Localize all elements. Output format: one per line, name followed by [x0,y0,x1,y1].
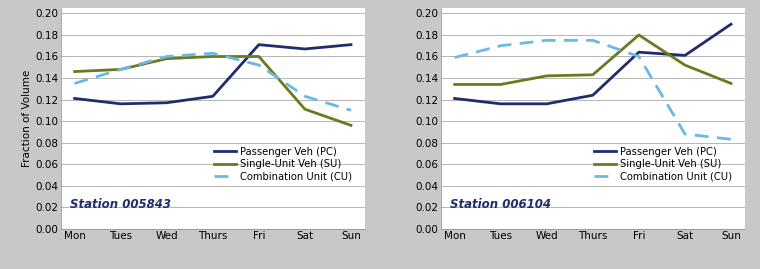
Passenger Veh (PC) [635,51,644,54]
Passenger Veh (PC) [208,95,217,98]
Combination Unit (CU) [255,63,264,67]
Line: Combination Unit (CU): Combination Unit (CU) [454,40,731,139]
Combination Unit (CU) [162,55,171,58]
Passenger Veh (PC) [70,97,79,100]
Single-Unit Veh (SU) [70,70,79,73]
Line: Single-Unit Veh (SU): Single-Unit Veh (SU) [74,56,351,125]
Passenger Veh (PC) [255,43,264,46]
Legend: Passenger Veh (PC), Single-Unit Veh (SU), Combination Unit (CU): Passenger Veh (PC), Single-Unit Veh (SU)… [212,145,353,184]
Combination Unit (CU) [300,95,309,98]
Single-Unit Veh (SU) [208,55,217,58]
Passenger Veh (PC) [347,43,356,46]
Combination Unit (CU) [588,39,597,42]
Passenger Veh (PC) [588,94,597,97]
Passenger Veh (PC) [162,101,171,104]
Passenger Veh (PC) [496,102,505,105]
Passenger Veh (PC) [116,102,125,105]
Line: Passenger Veh (PC): Passenger Veh (PC) [454,24,731,104]
Single-Unit Veh (SU) [727,82,736,85]
Single-Unit Veh (SU) [347,124,356,127]
Line: Passenger Veh (PC): Passenger Veh (PC) [74,45,351,104]
Passenger Veh (PC) [300,47,309,51]
Single-Unit Veh (SU) [680,63,689,67]
Single-Unit Veh (SU) [635,33,644,37]
Combination Unit (CU) [635,55,644,58]
Passenger Veh (PC) [450,97,459,100]
Combination Unit (CU) [542,39,551,42]
Single-Unit Veh (SU) [542,74,551,77]
Line: Combination Unit (CU): Combination Unit (CU) [74,53,351,110]
Combination Unit (CU) [116,68,125,71]
Passenger Veh (PC) [542,102,551,105]
Combination Unit (CU) [680,132,689,136]
Combination Unit (CU) [496,44,505,47]
Single-Unit Veh (SU) [496,83,505,86]
Line: Single-Unit Veh (SU): Single-Unit Veh (SU) [454,35,731,84]
Single-Unit Veh (SU) [588,73,597,76]
Combination Unit (CU) [347,109,356,112]
Single-Unit Veh (SU) [450,83,459,86]
Y-axis label: Fraction of Volume: Fraction of Volume [22,70,32,167]
Combination Unit (CU) [70,82,79,85]
Text: Station 005843: Station 005843 [70,198,171,211]
Legend: Passenger Veh (PC), Single-Unit Veh (SU), Combination Unit (CU): Passenger Veh (PC), Single-Unit Veh (SU)… [592,145,733,184]
Single-Unit Veh (SU) [255,55,264,58]
Passenger Veh (PC) [727,23,736,26]
Single-Unit Veh (SU) [162,57,171,60]
Text: Station 006104: Station 006104 [450,198,551,211]
Combination Unit (CU) [208,52,217,55]
Passenger Veh (PC) [680,54,689,57]
Combination Unit (CU) [727,138,736,141]
Single-Unit Veh (SU) [300,108,309,111]
Combination Unit (CU) [450,56,459,59]
Single-Unit Veh (SU) [116,68,125,71]
